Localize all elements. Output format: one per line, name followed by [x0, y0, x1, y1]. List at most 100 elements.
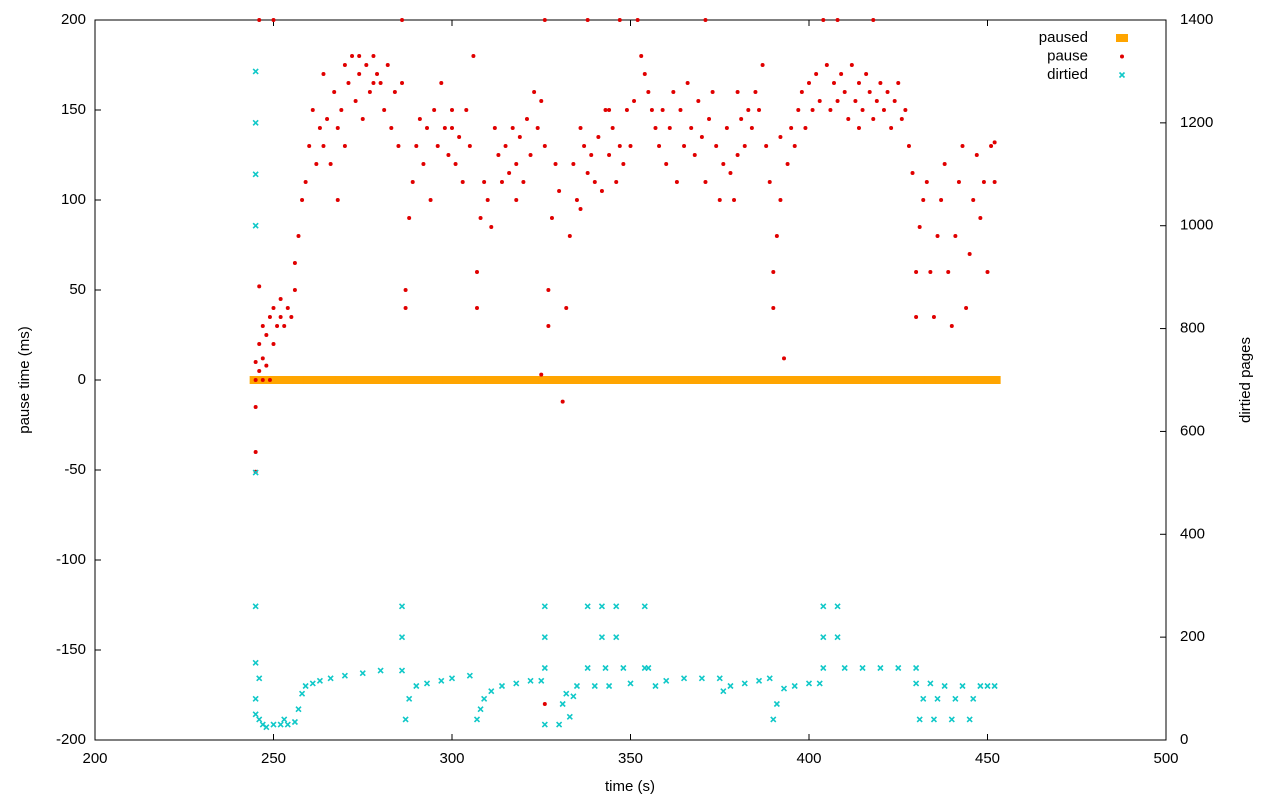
- paused-point: [678, 376, 691, 384]
- dirtied-point: [820, 664, 827, 672]
- pause-point: [749, 126, 754, 130]
- pause-point: [253, 378, 258, 382]
- dirtied-point: [841, 664, 848, 672]
- y-tick-label: -100: [56, 551, 86, 568]
- y-tick-label: 100: [61, 191, 86, 208]
- pause-point: [617, 144, 622, 148]
- paused-point: [667, 376, 680, 384]
- pause-point: [903, 108, 908, 112]
- pause-point: [785, 162, 790, 166]
- pause-point: [557, 189, 562, 193]
- pause-point: [614, 180, 619, 184]
- dirtied-point: [252, 469, 259, 476]
- dirtied-point: [398, 603, 406, 610]
- pause-point: [267, 378, 272, 382]
- paused-point: [924, 376, 937, 384]
- pause-point: [906, 144, 911, 148]
- dirtied-point: [256, 675, 263, 682]
- pause-point: [292, 261, 297, 265]
- pause-point: [335, 198, 340, 202]
- pause-point: [821, 18, 826, 22]
- pause-point: [621, 162, 626, 166]
- pause-point: [367, 90, 372, 94]
- pause-point: [278, 315, 283, 319]
- dirtied-point: [252, 222, 259, 229]
- dirtied-point: [641, 603, 648, 610]
- pause-point: [314, 162, 319, 166]
- dirtied-point: [527, 677, 534, 684]
- pause-point: [350, 54, 355, 58]
- pause-point: [542, 144, 547, 148]
- pause-point: [300, 198, 305, 202]
- paused-point: [292, 376, 305, 384]
- pause-point: [796, 108, 801, 112]
- pause-point: [257, 284, 262, 289]
- pause-point: [642, 72, 647, 76]
- pause-point: [457, 135, 462, 139]
- pause-point: [410, 180, 415, 184]
- dirtied-point: [934, 695, 941, 702]
- pause-point: [992, 140, 997, 145]
- pause-point: [539, 372, 544, 377]
- pause-point: [842, 90, 847, 94]
- paused-point: [603, 376, 616, 384]
- pause-point: [678, 108, 683, 112]
- pause-point: [400, 81, 405, 85]
- paused-point: [281, 376, 294, 384]
- paused-point: [442, 376, 455, 384]
- pause-point: [964, 306, 969, 310]
- pause-point: [542, 18, 547, 22]
- pause-point: [871, 18, 876, 22]
- dirtied-point: [930, 716, 938, 723]
- pause-point: [292, 288, 297, 292]
- paused-point: [935, 376, 948, 384]
- pause-point: [482, 180, 487, 184]
- pause-point: [632, 99, 637, 103]
- dirtied-point: [877, 664, 884, 672]
- pause-point: [649, 108, 654, 112]
- pause-point: [896, 81, 901, 85]
- pause-point: [949, 324, 954, 328]
- pause-point: [849, 63, 854, 67]
- pause-point: [453, 162, 458, 166]
- pause-point: [617, 18, 622, 22]
- dirtied-point: [302, 682, 309, 690]
- dirtied-point: [591, 682, 598, 690]
- pause-point: [589, 153, 594, 157]
- pause-point: [889, 126, 894, 130]
- dirtied-point: [256, 716, 263, 723]
- y-tick-label: 0: [78, 371, 86, 388]
- dirtied-point: [252, 659, 259, 666]
- dirtied-point: [920, 695, 927, 702]
- pause-point: [275, 324, 280, 328]
- pause-point: [828, 108, 833, 112]
- pause-point: [835, 18, 840, 22]
- pause-point: [417, 117, 422, 121]
- pause-point: [535, 126, 540, 130]
- pause-point: [414, 144, 419, 148]
- pause-point: [807, 81, 811, 85]
- pause-point: [450, 108, 454, 112]
- pause-point: [296, 234, 301, 238]
- dirtied-point: [895, 664, 902, 672]
- pause-point: [974, 153, 979, 157]
- paused-point: [720, 376, 733, 384]
- pause-point: [546, 324, 551, 328]
- pause-point: [871, 117, 876, 121]
- paused-point: [303, 376, 316, 384]
- pause-point: [685, 81, 690, 85]
- pause-point: [564, 306, 569, 310]
- paused-point: [645, 376, 658, 384]
- pause-point: [346, 81, 351, 85]
- dirtied-point: [481, 695, 488, 702]
- pause-point: [610, 126, 615, 130]
- paused-point: [838, 376, 851, 384]
- paused-point: [506, 376, 519, 384]
- paused-point: [945, 376, 958, 384]
- pause-point: [260, 378, 265, 382]
- pause-point: [428, 198, 433, 202]
- pause-point: [514, 198, 519, 202]
- paused-point: [624, 376, 637, 384]
- y2-axis-label: dirtied pages: [1237, 337, 1254, 423]
- pause-point: [767, 180, 772, 184]
